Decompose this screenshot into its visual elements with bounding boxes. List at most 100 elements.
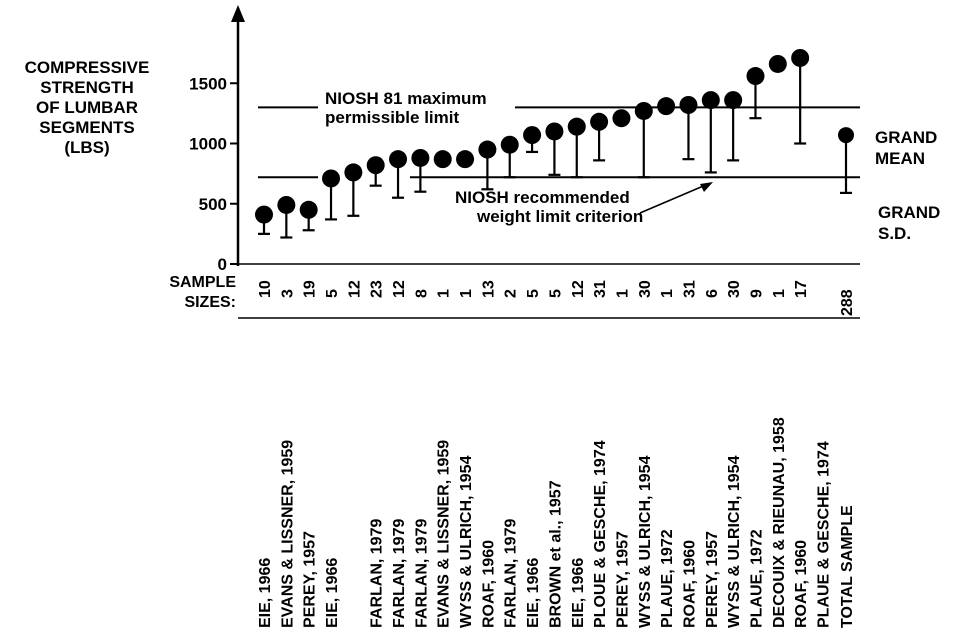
mean-point (791, 48, 810, 67)
sample-size-label: 3 (279, 289, 296, 298)
grand-sd-line: S.D. (878, 224, 912, 243)
y-tick-label: 1000 (189, 135, 227, 154)
study-label: ROAF, 1960 (681, 540, 698, 628)
sample-size-label: 2 (503, 289, 520, 298)
sample-size-label: 12 (570, 280, 587, 298)
study-label: FARLAN, 1979 (391, 519, 408, 628)
mean-point (545, 122, 564, 141)
sample-size-label: 1 (771, 289, 788, 298)
sample-size-label: 5 (324, 289, 341, 298)
sample-size-label: 10 (257, 280, 274, 298)
study-label: PEREY, 1957 (614, 531, 631, 628)
mean-point (838, 127, 854, 144)
grand-sd-line: GRAND (878, 203, 941, 222)
sample-size-label: 9 (748, 289, 765, 298)
mean-point (478, 140, 497, 159)
niosh81-label-line-1: NIOSH 81 maximum (325, 89, 487, 108)
grand-mean-line: MEAN (875, 149, 926, 168)
study-label: PEREY, 1957 (704, 531, 721, 628)
study-label: PLAUE, 1972 (659, 529, 676, 628)
mean-point (255, 205, 273, 224)
study-label: ROAF, 1960 (480, 540, 497, 628)
study-label: EIE, 1966 (257, 558, 274, 628)
study-labels: EIE, 1966 EVANS & LISSNER, 1959 PEREY, 195… (257, 417, 856, 628)
annotation-arrow-head (700, 182, 713, 192)
study-label: PLAUE, 1972 (748, 529, 765, 628)
mean-point (299, 200, 318, 219)
mean-point (456, 150, 475, 169)
grand-mean-line: GRAND (875, 128, 938, 147)
sample-size-label: 12 (346, 280, 363, 298)
study-label: EIE, 1966 (324, 558, 341, 628)
sample-size-label: 12 (391, 280, 408, 298)
study-label: EVANS & LISSNER, 1959 (279, 440, 296, 628)
sample-size-label: 13 (480, 280, 497, 298)
study-label: EIE, 1966 (570, 558, 587, 628)
sample-size-label: 31 (681, 280, 698, 298)
sample-size-label: 5 (547, 289, 564, 298)
y-axis-label-line: (LBS) (64, 138, 110, 157)
sample-size-label: 8 (413, 289, 430, 298)
y-axis-label-line: OF LUMBAR (36, 98, 138, 117)
grand-mean-label: GRAND MEAN (875, 127, 937, 169)
mean-point (322, 169, 341, 188)
mean-point (567, 117, 586, 136)
study-label: FARLAN, 1979 (503, 519, 520, 628)
sample-size-label: 1 (659, 289, 676, 298)
study-label: PEREY, 1957 (302, 531, 319, 628)
mean-point (411, 148, 430, 167)
sample-size-label: 31 (592, 280, 609, 298)
study-label: TOTAL SAMPLE (839, 505, 856, 628)
data-marks (255, 48, 854, 239)
y-ticks: 0 500 1000 1500 (189, 74, 238, 274)
study-label: FARLAN, 1979 (369, 519, 386, 628)
study-label: FARLAN, 1979 (413, 519, 430, 628)
y-tick-label: 1500 (189, 74, 227, 93)
sample-sizes-label-line-2: SIZES: (184, 294, 236, 311)
niosh-recommended-label-line-1: NIOSH recommended (455, 188, 630, 207)
mean-point (612, 109, 631, 128)
sample-size-label: 1 (436, 289, 453, 298)
sample-size-label: 1 (614, 289, 631, 298)
mean-point (657, 97, 676, 116)
sample-size-label: 30 (726, 280, 743, 298)
mean-point (679, 95, 698, 114)
y-tick-label: 0 (218, 255, 227, 274)
sample-sizes-label-line-1: SAMPLE (169, 274, 236, 291)
y-axis-label-line: COMPRESSIVE (24, 58, 150, 77)
sample-size-label: 19 (302, 280, 319, 298)
mean-point (366, 156, 385, 175)
sample-size-label: 5 (525, 289, 542, 298)
grand-sd-label: GRAND S.D. (878, 202, 940, 244)
sample-size-label: 6 (704, 289, 721, 298)
study-label: DECOUIX & RIEUNAU, 1958 (771, 417, 788, 628)
study-label: PLAUE & GESCHE, 1974 (816, 441, 833, 628)
mean-point (433, 150, 452, 169)
niosh81-label-line-2: permissible limit (325, 108, 459, 127)
y-axis-label-line: SEGMENTS (39, 118, 135, 137)
study-label: BROWN et al., 1957 (547, 480, 564, 628)
niosh-recommended-label-line-2: weight limit criterion (476, 207, 643, 226)
sample-size-label: 23 (369, 280, 386, 298)
y-axis-label-line: STRENGTH (40, 78, 134, 97)
mean-point (277, 195, 296, 214)
study-label: WYSS & ULRICH, 1954 (637, 455, 654, 628)
mean-point (344, 163, 363, 182)
y-tick-label: 500 (199, 195, 227, 214)
study-label: EIE, 1966 (525, 558, 542, 628)
y-axis-arrow (231, 5, 245, 22)
mean-point (523, 126, 542, 145)
mean-point (724, 91, 743, 110)
y-axis-label: COMPRESSIVE STRENGTH OF LUMBAR SEGMENTS … (2, 58, 172, 158)
sample-size-label: 30 (637, 280, 654, 298)
annotation-arrow-line (639, 183, 709, 214)
mean-point (701, 91, 720, 110)
mean-point (746, 67, 765, 86)
sample-size-label: 1 (458, 289, 475, 298)
study-label: EVANS & LISSNER, 1959 (436, 440, 453, 628)
mean-point (768, 54, 787, 73)
study-label: WYSS & ULRICH, 1954 (458, 455, 475, 628)
mean-point (389, 150, 408, 169)
